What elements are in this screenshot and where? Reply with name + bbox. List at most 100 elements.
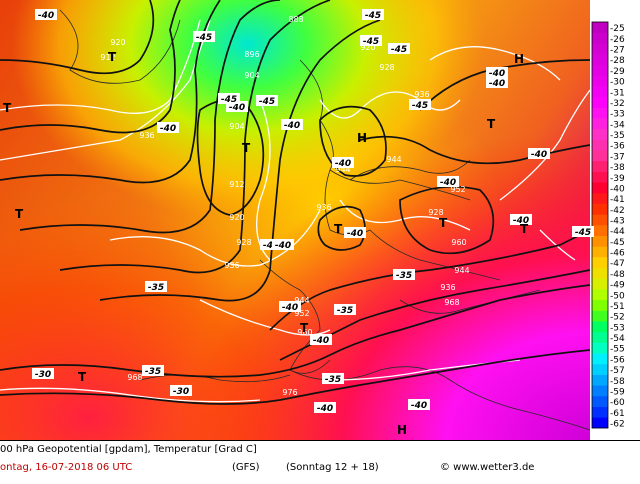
- legend-label: -49: [610, 281, 625, 291]
- low-pressure-marker: T: [242, 141, 251, 155]
- geopotential-label: 904: [244, 71, 259, 80]
- legend-label: -31: [610, 88, 625, 98]
- temperature-label: -40: [489, 79, 505, 89]
- map-labels: 920 912 888 896 904 912 920 928 936 944 952 960 968 9…: [3, 0, 594, 437]
- high-pressure-marker: H: [514, 52, 524, 66]
- geopotential-label: 952: [450, 185, 465, 194]
- temperature-label: -45: [412, 101, 428, 111]
- footer-date: ontag, 16-07-2018 06 UTC: [0, 462, 133, 473]
- legend-label: -36: [610, 142, 625, 152]
- legend-swatch: [592, 150, 608, 162]
- legend-label: -60: [610, 398, 625, 408]
- temperature-label: -40: [282, 303, 298, 313]
- legend-label: -54: [610, 334, 625, 344]
- legend-label: -42: [610, 206, 625, 216]
- temperature-label: -40: [347, 229, 363, 239]
- geopotential-label: 952: [294, 309, 309, 318]
- geopotential-label: 944: [386, 155, 401, 164]
- temperature-label: -40: [513, 216, 529, 226]
- legend-label: -57: [610, 366, 625, 376]
- legend-swatch: [592, 160, 608, 172]
- footer-model: (GFS): [232, 462, 260, 473]
- geopotential-label: 904: [229, 122, 244, 131]
- legend-swatch: [592, 342, 608, 354]
- temperature-label: -45: [259, 97, 275, 107]
- temperature-legend: -25-26-27-28-29-30-31-32-33-34-35-36-37-…: [591, 21, 625, 430]
- legend-label: -34: [610, 120, 625, 130]
- temperature-label: -35: [148, 283, 164, 293]
- geopotential-label: 936: [139, 131, 154, 140]
- legend-swatch: [592, 310, 608, 322]
- temperature-label: -40: [440, 178, 456, 188]
- legend-swatch: [592, 182, 608, 194]
- geopotential-label: 944: [335, 165, 350, 174]
- legend-swatch: [592, 118, 608, 130]
- low-pressure-marker: T: [300, 321, 309, 335]
- low-pressure-marker: T: [108, 50, 117, 64]
- legend-swatch: [592, 331, 608, 343]
- legend-swatch: [592, 96, 608, 108]
- low-pressure-marker: T: [3, 101, 12, 115]
- legend-swatch: [592, 214, 608, 226]
- legend-label: -33: [610, 110, 625, 120]
- low-pressure-marker: T: [78, 370, 87, 384]
- legend-swatch: [592, 192, 608, 204]
- legend-swatch: [592, 86, 608, 98]
- geopotential-label: 936: [224, 261, 239, 270]
- legend-swatch: [592, 235, 608, 247]
- legend-swatch: [592, 289, 608, 301]
- geopotential-label: 936: [316, 203, 331, 212]
- legend-label: -59: [610, 387, 625, 397]
- geopotential-label: 928: [379, 63, 394, 72]
- legend-swatch: [592, 257, 608, 269]
- geopotential-label: 928: [236, 238, 251, 247]
- temperature-label: -40: [313, 336, 329, 346]
- legend-label: -48: [610, 270, 625, 280]
- legend-label: -56: [610, 355, 625, 365]
- geopotential-label: 928: [428, 208, 443, 217]
- legend-swatch: [592, 395, 608, 407]
- legend-label: -40: [610, 184, 625, 194]
- footer-title: 00 hPa Geopotential [gpdam], Temperatur …: [0, 444, 257, 455]
- legend-swatch: [592, 225, 608, 236]
- legend-swatch: [592, 171, 608, 183]
- low-pressure-marker: T: [520, 222, 529, 236]
- geopotential-label: 912: [229, 180, 244, 189]
- legend-label: -58: [610, 377, 625, 387]
- temperature-label: -35: [396, 271, 412, 281]
- footer-credit[interactable]: © www.wetter3.de: [440, 462, 535, 473]
- temperature-label: -40: [531, 150, 547, 160]
- legend-label: -38: [610, 163, 625, 173]
- legend-label: -53: [610, 323, 625, 333]
- temperature-label: -35: [337, 306, 353, 316]
- temperature-label: -35: [145, 367, 161, 377]
- legend-label: -55: [610, 345, 625, 355]
- temperature-label: -40: [263, 241, 279, 251]
- geopotential-label: 960: [297, 328, 312, 337]
- legend-label: -61: [610, 409, 625, 419]
- legend-swatch: [592, 64, 608, 76]
- low-pressure-marker: T: [334, 222, 343, 236]
- geopotential-label: 888: [288, 15, 303, 24]
- legend-swatch: [592, 267, 608, 279]
- temperature-label: -45: [196, 33, 212, 43]
- low-pressure-marker: T: [487, 117, 496, 131]
- legend-swatch: [592, 203, 608, 215]
- legend-label: -29: [610, 67, 625, 77]
- legend-label: -39: [610, 174, 625, 184]
- legend-label: -50: [610, 291, 625, 301]
- geopotential-label: 936: [414, 90, 429, 99]
- high-pressure-marker: H: [397, 423, 407, 437]
- legend-swatch: [592, 107, 608, 119]
- legend-label: -52: [610, 313, 625, 323]
- temperature-label: -40: [284, 121, 300, 131]
- legend-swatch: [592, 406, 608, 418]
- legend-label: -26: [610, 35, 625, 45]
- temperature-label: -30: [35, 370, 51, 380]
- geopotential-label: 936: [440, 283, 455, 292]
- legend-label: -32: [610, 99, 625, 109]
- legend-label: -46: [610, 249, 625, 259]
- legend-label: -35: [610, 131, 625, 141]
- legend-swatch: [592, 54, 608, 66]
